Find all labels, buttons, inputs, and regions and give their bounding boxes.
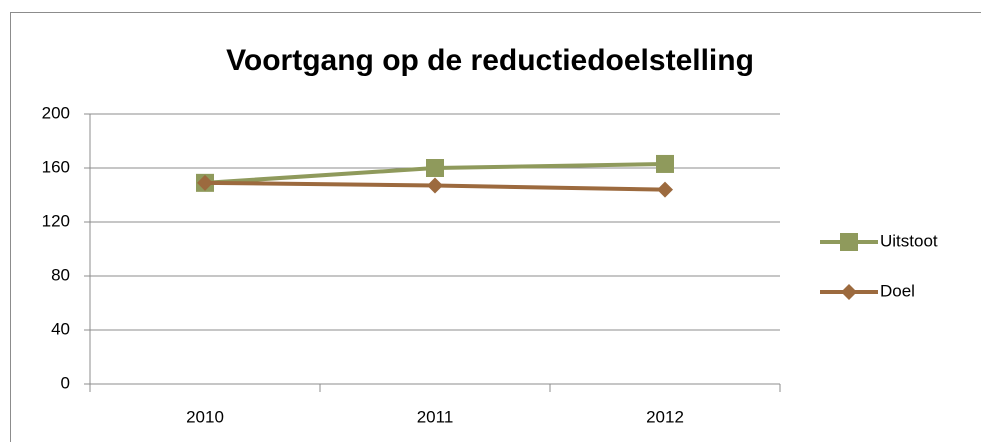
marker (840, 233, 858, 251)
legend-label: Uitstoot (880, 231, 938, 250)
marker (427, 177, 443, 194)
y-tick-label: 200 (42, 103, 70, 122)
legend-label: Doel (880, 281, 915, 300)
x-tick-label: 2010 (186, 407, 224, 426)
marker (197, 174, 213, 191)
marker (841, 284, 857, 300)
x-tick-label: 2012 (646, 407, 684, 426)
marker (657, 181, 673, 198)
marker (656, 154, 674, 173)
x-tick-label: 2011 (417, 407, 454, 426)
y-tick-label: 120 (42, 211, 70, 230)
y-tick-label: 0 (61, 373, 70, 392)
chart-title: Voortgang op de reductiedoelstelling (226, 44, 754, 77)
y-tick-label: 40 (51, 319, 70, 338)
chart-frame (10, 12, 981, 442)
y-tick-label: 80 (51, 265, 70, 284)
y-tick-label: 160 (42, 157, 70, 176)
marker (426, 159, 444, 177)
